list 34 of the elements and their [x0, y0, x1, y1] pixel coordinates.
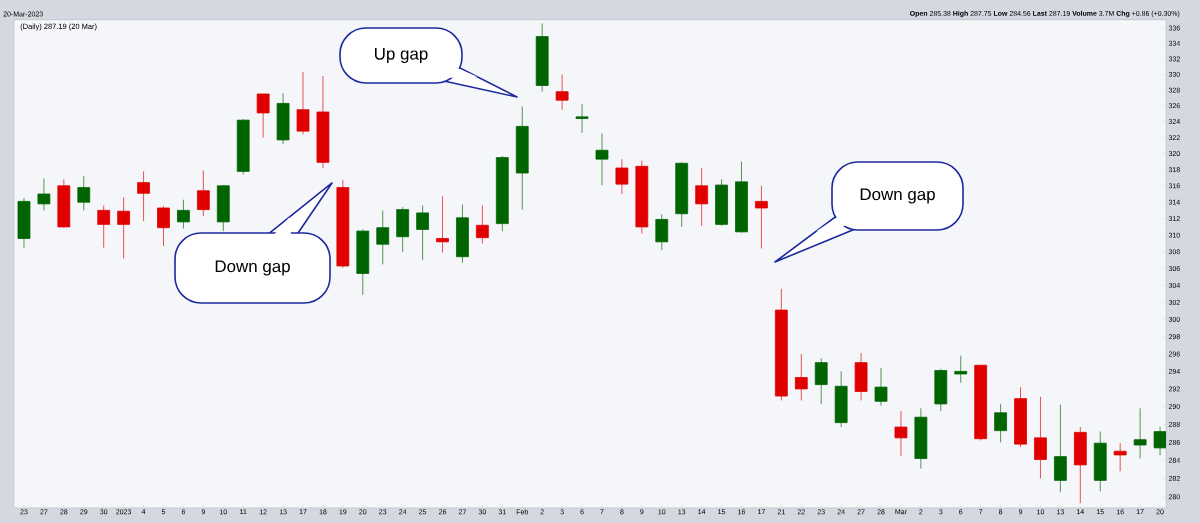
- candlestick: [296, 71, 310, 135]
- candlestick: [954, 355, 968, 384]
- annotation: Down gap: [860, 188, 935, 204]
- candlestick: [416, 204, 429, 261]
- candlestick: [874, 367, 888, 407]
- candlestick: [256, 93, 270, 139]
- candlestick: [794, 353, 808, 401]
- candlestick: [1133, 407, 1147, 459]
- candlestick: [655, 214, 669, 251]
- candlestick: [555, 74, 569, 111]
- candlestick: [615, 158, 629, 195]
- candlestick: [37, 177, 51, 211]
- candlestick: [476, 204, 489, 244]
- candlestick: [814, 357, 828, 405]
- candlestick: [755, 185, 768, 249]
- annotation: Down gap: [215, 260, 290, 276]
- candlestick: [436, 195, 449, 253]
- annotation: Up gap: [375, 47, 428, 64]
- candlestick: [1034, 396, 1047, 479]
- candlestick: [117, 196, 131, 259]
- candlestick: [137, 170, 150, 222]
- candlestick: [575, 103, 589, 134]
- candlestick: [77, 175, 91, 211]
- candlestick: [177, 199, 190, 229]
- candlestick: [157, 205, 170, 247]
- candlestick: [376, 209, 390, 265]
- candlestick: [97, 204, 111, 249]
- candlestick: [695, 167, 709, 227]
- candlestick: [1113, 442, 1127, 472]
- candlestick: [894, 410, 908, 457]
- candlestick: [595, 133, 609, 186]
- candlestick: [1054, 404, 1067, 493]
- candlestick: [196, 169, 210, 217]
- candlestick: [994, 403, 1007, 443]
